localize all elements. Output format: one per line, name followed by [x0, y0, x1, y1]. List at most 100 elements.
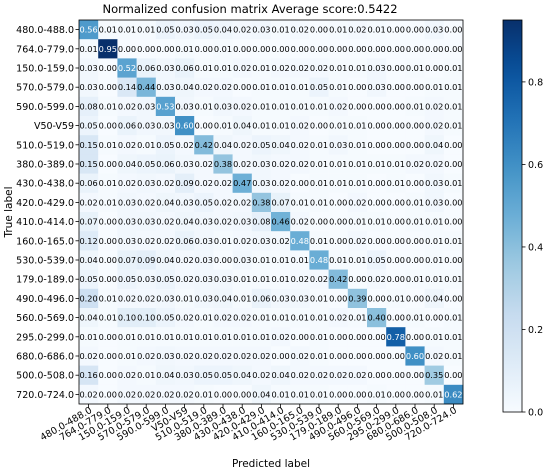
- matrix-cell: [328, 250, 349, 270]
- matrix-cell: [98, 308, 118, 328]
- cell-value-label: 0.00: [310, 217, 328, 227]
- cell-value-label: 0.06: [79, 178, 97, 188]
- matrix-cell: [443, 231, 464, 251]
- matrix-cell: [328, 346, 349, 366]
- matrix-cell: [443, 250, 464, 270]
- matrix-cell: [117, 135, 137, 155]
- matrix-cell: [98, 212, 118, 232]
- matrix-cell: [271, 77, 291, 98]
- matrix-cell: [271, 288, 291, 309]
- y-tick-label: 764.0-779.0: [16, 44, 74, 55]
- cell-value-label: 0.03: [252, 236, 270, 246]
- matrix-cell: [347, 77, 368, 98]
- matrix-cell: [309, 308, 329, 328]
- cell-value-label: 0.01: [406, 274, 424, 284]
- cell-value-label: 0.02: [79, 351, 97, 361]
- cell-value-label: 0.01: [387, 293, 405, 303]
- cell-value-label: 0.02: [175, 140, 193, 150]
- y-tick-label: 590.0-599.0: [16, 102, 74, 113]
- cell-value-label: 0.05: [214, 370, 232, 380]
- y-tick-label: 150.0-159.0: [16, 64, 74, 75]
- cell-value-label: 0.02: [406, 159, 424, 169]
- matrix-cell: [98, 327, 118, 347]
- cell-value-label: 0.01: [425, 236, 443, 246]
- matrix-cell: [367, 212, 387, 232]
- cell-value-label: 0.10: [137, 313, 155, 323]
- cell-value-label: 0.01: [444, 121, 462, 131]
- cell-value-label: 0.00: [99, 236, 117, 246]
- cell-value-label: 0.01: [291, 389, 309, 399]
- cell-value-label: 0.02: [118, 389, 136, 399]
- cell-value-label: 0.01: [425, 274, 443, 284]
- cell-value-label: 0.01: [310, 351, 328, 361]
- y-tick-label: 490.0-496.0: [16, 294, 74, 305]
- matrix-cell: [290, 346, 310, 366]
- matrix-cell: [232, 365, 253, 386]
- matrix-cell: [424, 39, 445, 59]
- matrix-cell: [328, 288, 349, 309]
- cell-value-label: 0.03: [175, 197, 193, 207]
- matrix-cell: [213, 346, 233, 366]
- matrix-cell: [213, 39, 233, 59]
- cell-value-label: 0.02: [425, 121, 443, 131]
- matrix-cell: [251, 288, 272, 309]
- matrix-cell: [367, 346, 387, 366]
- matrix-frame: [78, 19, 464, 405]
- cell-value-label: 0.01: [79, 332, 97, 342]
- matrix-cell: [213, 173, 233, 194]
- matrix-cell: [405, 308, 425, 328]
- matrix-cell: [443, 77, 464, 98]
- cell-value-label: 0.00: [99, 217, 117, 227]
- matrix-cell: [136, 231, 157, 251]
- cell-value-label: 0.03: [175, 25, 193, 35]
- matrix-cell: [194, 20, 214, 40]
- matrix-cell: [232, 192, 253, 213]
- cell-value-label: 0.01: [271, 313, 289, 323]
- matrix-cell: [155, 96, 176, 117]
- cell-value-label: 0.04: [156, 255, 174, 265]
- cell-value-label: 0.06: [137, 63, 155, 73]
- cell-value-label: 0.40: [367, 313, 385, 323]
- matrix-cell: [79, 116, 99, 136]
- matrix-cell: [367, 116, 387, 136]
- matrix-cell: [117, 20, 137, 40]
- x-axis-ticks: 480.0-488.0764.0-779.0150.0-159.0570.0-5…: [39, 404, 459, 444]
- matrix-cell: [175, 365, 195, 386]
- cell-value-label: 0.01: [310, 389, 328, 399]
- matrix-cell: [405, 116, 425, 136]
- matrix-cell: [405, 384, 425, 405]
- matrix-cell: [194, 116, 214, 136]
- cell-value-label: 0.04: [118, 159, 136, 169]
- matrix-cell: [155, 231, 176, 251]
- x-axis-label: Predicted label: [232, 458, 310, 470]
- matrix-cell: [347, 20, 368, 40]
- cell-value-label: 0.04: [79, 313, 97, 323]
- matrix-cell: [136, 154, 157, 174]
- y-tick-label: 420.0-429.0: [16, 198, 74, 209]
- matrix-cell: [367, 20, 387, 40]
- matrix-cell: [443, 346, 464, 366]
- cell-value-label: 0.03: [118, 217, 136, 227]
- cell-value-label: 0.00: [271, 351, 289, 361]
- cell-value-label: 0.02: [348, 25, 366, 35]
- matrix-cell: [251, 327, 272, 347]
- matrix-cell: [194, 135, 214, 155]
- cell-value-label: 0.00: [195, 44, 213, 54]
- cell-value-label: 0.03: [252, 159, 270, 169]
- colorbar-tick-label: 0.8: [528, 77, 543, 88]
- cell-value-label: 0.00: [329, 293, 347, 303]
- matrix-cell: [443, 212, 464, 232]
- matrix-cell: [405, 212, 425, 232]
- matrix-cell: [155, 308, 176, 328]
- cell-value-label: 0.00: [444, 197, 462, 207]
- cell-value-label: 0.03: [137, 178, 155, 188]
- matrix-cell: [232, 58, 253, 78]
- cell-value-label: 0.00: [425, 63, 443, 73]
- matrix-cell: [79, 346, 99, 366]
- cell-value-label: 0.05: [252, 140, 270, 150]
- cell-value-label: 0.03: [175, 101, 193, 111]
- cell-value-label: 0.01: [329, 25, 347, 35]
- cell-value-label: 0.01: [214, 236, 232, 246]
- cell-value-label: 0.01: [137, 25, 155, 35]
- matrix-cell: [309, 365, 329, 386]
